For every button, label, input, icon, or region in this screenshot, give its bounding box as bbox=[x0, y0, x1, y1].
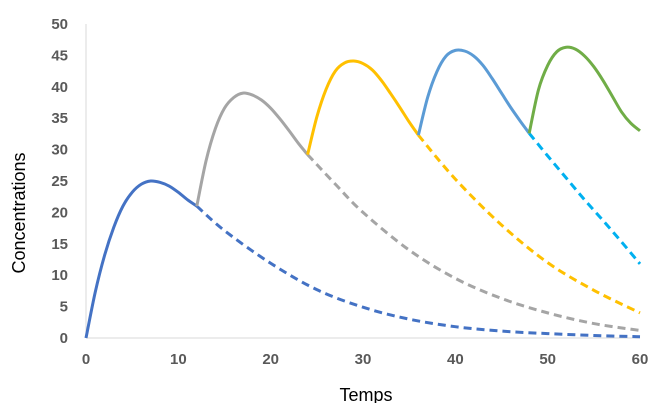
x-tick-label: 0 bbox=[82, 351, 90, 368]
x-tick-label: 40 bbox=[447, 351, 464, 368]
y-tick-label: 45 bbox=[51, 47, 68, 64]
y-tick-label: 35 bbox=[51, 110, 68, 127]
y-axis-title: Concentrations bbox=[9, 152, 29, 273]
x-tick-label: 50 bbox=[539, 351, 556, 368]
y-tick-label: 50 bbox=[51, 16, 68, 33]
y-tick-label: 10 bbox=[51, 267, 68, 284]
x-tick-label: 20 bbox=[262, 351, 279, 368]
y-tick-label: 5 bbox=[60, 299, 68, 316]
axes bbox=[85, 24, 640, 339]
series-line-4-dashed bbox=[306, 153, 641, 332]
x-tick-label: 60 bbox=[632, 351, 649, 368]
series-line-2-dashed bbox=[195, 204, 641, 339]
y-tick-label: 15 bbox=[51, 236, 68, 253]
y-tick-label: 25 bbox=[51, 173, 68, 190]
y-tick-label: 20 bbox=[51, 204, 68, 221]
series-line-3-solid bbox=[195, 91, 309, 207]
x-tick-label: 10 bbox=[170, 351, 187, 368]
y-tick-label: 40 bbox=[51, 79, 68, 96]
series-group bbox=[84, 45, 642, 339]
series-line-6-dashed bbox=[417, 134, 641, 315]
y-tick-label: 30 bbox=[51, 142, 68, 159]
x-axis-title: Temps bbox=[339, 385, 392, 403]
tick-labels: 0 5 10 15 20 25 30 35 40 45 50 0 10 20 30 40 50 60 bbox=[51, 16, 648, 368]
series-line-1-solid bbox=[84, 179, 198, 339]
y-tick-label: 0 bbox=[60, 330, 68, 347]
series-line-8-dashed bbox=[528, 132, 642, 265]
x-tick-label: 30 bbox=[355, 351, 372, 368]
series-line-5-solid bbox=[306, 59, 420, 155]
series-line-9-solid bbox=[527, 45, 641, 134]
series-line-7-solid bbox=[416, 48, 531, 136]
